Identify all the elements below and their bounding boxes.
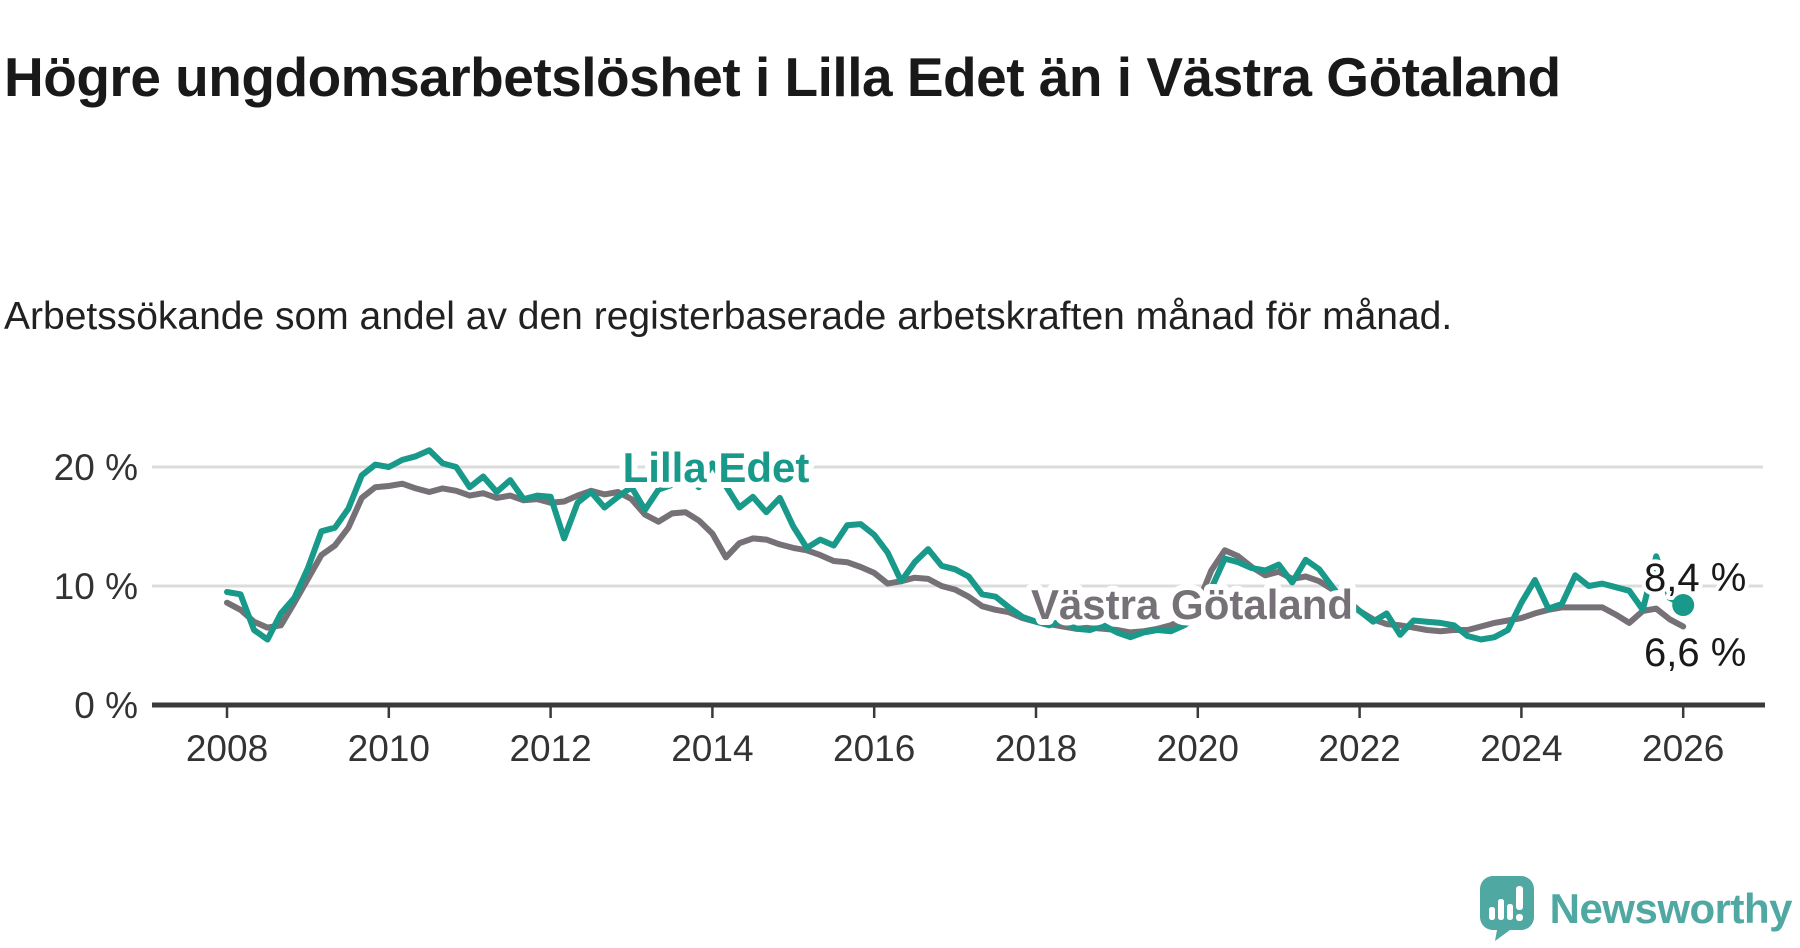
series-line-v-stra-g-taland (224, 480, 1687, 636)
x-tick-label-2014: 2014 (671, 728, 753, 769)
end-dots (1672, 594, 1695, 617)
logo-bar-3 (1506, 904, 1513, 920)
page-title: Högre ungdomsarbetslöshet i Lilla Edet ä… (4, 45, 1561, 108)
gridlines: 20 % 10 % 0 % (54, 447, 1763, 726)
x-tick-label-2018: 2018 (995, 728, 1077, 769)
x-tick-label-2026: 2026 (1642, 728, 1724, 769)
x-tick-label-2022: 2022 (1318, 728, 1400, 769)
brand-name: Newsworthy (1549, 885, 1793, 932)
x-tick-label-2024: 2024 (1480, 728, 1562, 769)
annotations: Lilla Edet Västra Götaland 8,4 % 6,6 % (617, 438, 1751, 679)
y-tick-label-10: 10 % (54, 566, 138, 607)
x-tick-label-2016: 2016 (833, 728, 915, 769)
x-tick-label-2020: 2020 (1157, 728, 1239, 769)
logo-bar-2 (1497, 899, 1504, 920)
end-dot-lilla-edet (1672, 594, 1695, 617)
y-tick-label-0: 0 % (74, 685, 138, 726)
logo-exclamation-dot (1515, 914, 1523, 921)
y-tick-label-20: 20 % (54, 447, 138, 488)
series-label-vastra-gotaland: Västra Götaland (1031, 581, 1353, 628)
x-tick-label-2010: 2010 (348, 728, 430, 769)
page-subtitle: Arbetssökande som andel av den registerb… (4, 295, 1453, 338)
brand-footer: Newsworthy (1479, 876, 1793, 942)
x-tick-label-2012: 2012 (509, 728, 591, 769)
series-lines (224, 447, 1687, 643)
logo-bar-1 (1488, 907, 1495, 920)
chart-svg: 20 % 10 % 0 % 2008 2010 2012 2014 2016 2018 2020… (54, 438, 1765, 769)
series-line-lilla-edet (224, 447, 1687, 643)
series-label-lilla-edet: Lilla Edet (623, 444, 810, 491)
x-tick-label-2008: 2008 (186, 728, 268, 769)
x-axis-ticks: 2008 2010 2012 2014 2016 2018 2020 2022 2024 2026 (186, 705, 1724, 769)
newsworthy-logo-icon (1479, 876, 1534, 941)
end-value-label-lilla-edet: 8,4 % (1644, 556, 1746, 600)
logo-exclamation-bar (1515, 886, 1523, 910)
end-value-label-vastra-gotaland: 6,6 % (1644, 631, 1746, 675)
